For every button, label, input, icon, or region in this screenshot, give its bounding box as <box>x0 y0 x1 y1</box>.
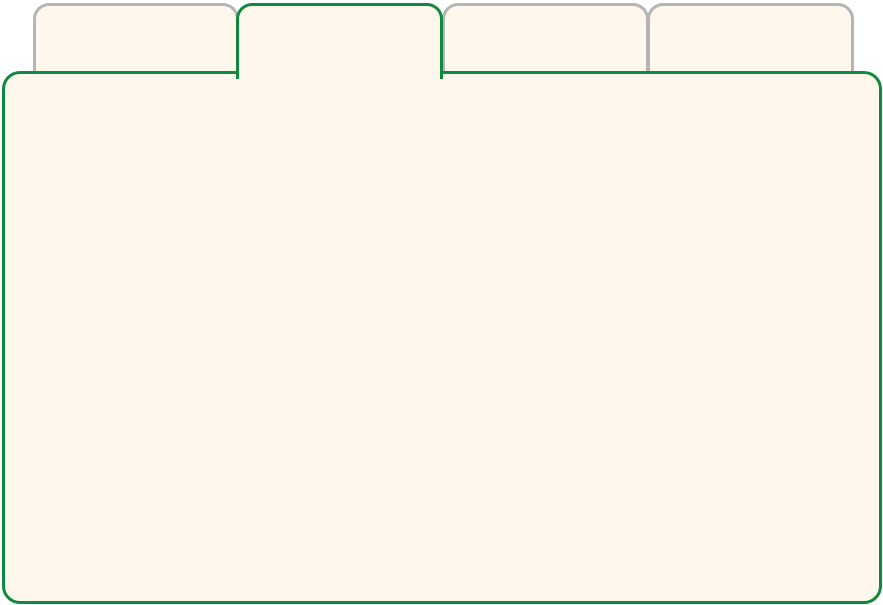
tab-4[interactable] <box>647 3 854 83</box>
active-tab-connector <box>239 71 440 77</box>
tab-panel <box>2 71 882 604</box>
tab-panel-content <box>5 74 879 601</box>
tab-2-active[interactable] <box>236 3 443 79</box>
tab-1[interactable] <box>33 3 239 83</box>
tab-3[interactable] <box>442 3 649 83</box>
